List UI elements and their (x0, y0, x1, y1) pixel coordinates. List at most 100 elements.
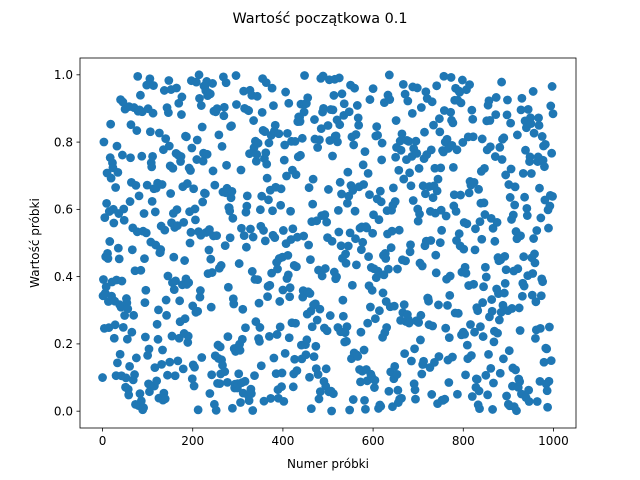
data-point (468, 114, 478, 124)
data-point (532, 397, 542, 406)
data-point (513, 264, 523, 274)
data-point (265, 280, 275, 290)
data-point (291, 318, 300, 328)
data-point (390, 361, 400, 371)
data-point (368, 228, 378, 238)
data-point (517, 93, 527, 103)
data-point (502, 391, 511, 401)
data-point (548, 191, 557, 201)
data-point (113, 167, 123, 177)
data-point (360, 147, 370, 157)
data-point (334, 73, 344, 83)
data-point (295, 117, 305, 126)
data-point (186, 227, 196, 237)
data-point (526, 169, 536, 178)
data-point (161, 295, 171, 305)
data-point (344, 107, 354, 117)
data-point (267, 83, 277, 93)
data-point (291, 170, 301, 179)
data-point (270, 120, 280, 130)
data-point (356, 377, 365, 387)
data-point (227, 121, 236, 131)
data-point (314, 394, 324, 404)
data-point (531, 333, 540, 343)
data-point (136, 90, 145, 100)
data-point (154, 305, 163, 315)
data-point (415, 209, 424, 219)
data-point (403, 96, 413, 106)
data-point (134, 191, 144, 201)
data-point (249, 116, 258, 125)
data-point (343, 167, 353, 177)
data-point (417, 369, 427, 379)
data-point (479, 198, 489, 208)
data-point (210, 180, 220, 190)
data-point (216, 261, 226, 270)
data-point (514, 303, 524, 313)
data-point (173, 356, 183, 366)
data-point (507, 304, 517, 313)
data-point (281, 87, 291, 97)
data-point (527, 290, 537, 300)
data-point (292, 262, 301, 272)
data-point (337, 89, 347, 99)
data-point (536, 213, 546, 223)
data-point (220, 241, 230, 251)
data-point (297, 133, 307, 143)
data-point (461, 268, 471, 278)
data-point (147, 197, 157, 206)
data-point (458, 138, 468, 147)
data-point (306, 404, 316, 414)
data-point (102, 198, 111, 208)
data-point (416, 310, 426, 320)
data-point (375, 306, 384, 316)
data-point (118, 97, 128, 107)
data-point (312, 315, 322, 325)
data-point (466, 320, 475, 329)
data-point (246, 224, 255, 234)
data-point (180, 256, 190, 265)
data-point (195, 94, 204, 103)
data-point (145, 127, 155, 137)
data-point (259, 396, 269, 406)
data-point (389, 301, 399, 311)
y-axis-label: Wartość próbki (28, 198, 42, 288)
data-point (412, 83, 422, 93)
data-point (441, 211, 451, 221)
data-point (185, 238, 195, 248)
data-point (455, 87, 465, 97)
data-point (315, 304, 325, 314)
data-point (274, 129, 284, 139)
data-point (205, 89, 215, 99)
data-point (129, 310, 139, 320)
data-point (280, 140, 290, 150)
data-point (480, 210, 490, 219)
data-point (428, 193, 438, 203)
data-point (377, 155, 387, 165)
data-point (384, 70, 394, 80)
data-point (276, 200, 286, 210)
data-point (313, 143, 323, 152)
data-point (223, 282, 233, 292)
data-point (255, 205, 265, 215)
data-point (183, 331, 193, 341)
data-point (137, 151, 147, 161)
data-point (152, 319, 162, 329)
data-point (495, 142, 505, 152)
data-point (436, 163, 446, 173)
data-point (260, 127, 270, 137)
data-point (388, 183, 398, 193)
data-point (111, 183, 121, 192)
data-point (363, 169, 373, 178)
data-point (457, 75, 467, 85)
data-point (148, 151, 158, 161)
data-point (393, 264, 402, 274)
data-point (351, 234, 360, 244)
data-point (435, 238, 445, 248)
data-point (299, 231, 309, 241)
data-point (503, 95, 512, 105)
data-point (147, 162, 157, 172)
data-point (470, 245, 480, 255)
data-point (264, 331, 274, 341)
data-point (288, 224, 298, 234)
